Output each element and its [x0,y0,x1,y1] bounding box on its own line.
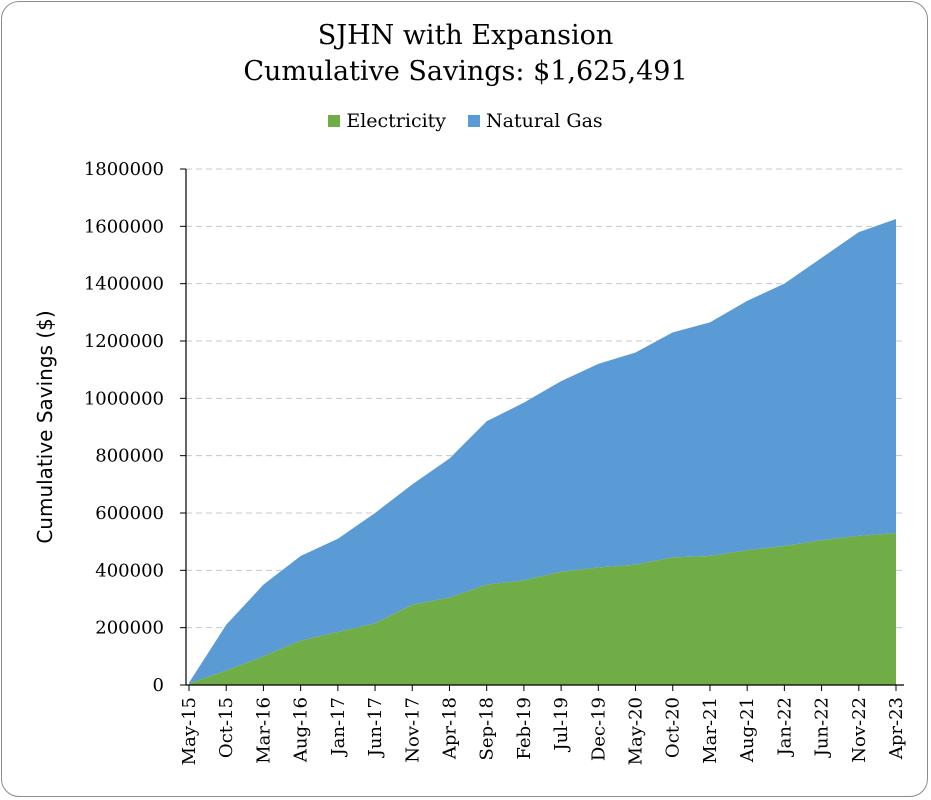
y-tick-label-0: 0 [153,675,164,696]
legend-label-electricity: Electricity [346,110,447,132]
chart-title: SJHN with Expansion [317,20,614,51]
x-tick-label-11: Dec-19 [588,697,609,761]
legend-label-natural-gas: Natural Gas [486,110,603,132]
x-tick-label-4: Jan-17 [328,697,349,758]
x-tick-label-5: Jun-17 [365,697,386,758]
legend: Electricity Natural Gas [0,110,931,132]
x-tick-label-17: Jun-22 [812,697,833,758]
x-tick-label-6: Nov-17 [402,697,423,763]
chart-subtitle: Cumulative Savings: $1,625,491 [243,56,688,87]
x-tick-label-12: May-20 [626,697,647,765]
y-tick-label-3: 600000 [95,503,164,524]
y-tick-label-9: 1800000 [84,159,164,180]
legend-swatch-natural-gas [468,115,481,127]
y-tick-label-2: 400000 [95,560,164,581]
x-tick-label-14: Mar-21 [700,697,721,764]
x-tick-label-15: Aug-21 [737,697,758,763]
area-natural-gas [189,219,896,684]
x-tick-label-19: Apr-23 [886,697,907,760]
area-electricity [189,533,896,685]
legend-item-natural-gas: Natural Gas [468,110,603,132]
x-tick-label-16: Jan-22 [774,697,795,758]
x-tick-label-7: Apr-18 [439,697,460,760]
x-tick-label-18: Nov-22 [849,697,870,763]
x-tick-label-2: Mar-16 [253,697,274,764]
y-tick-label-6: 1200000 [84,331,164,352]
x-tick-label-8: Sep-18 [477,697,498,761]
legend-swatch-electricity [328,115,341,127]
x-tick-label-10: Jul-19 [551,697,572,753]
y-axis-title: Cumulative Savings ($) [33,310,57,543]
x-tick-label-9: Feb-19 [514,697,535,760]
y-tick-label-8: 1600000 [84,216,164,237]
y-tick-label-7: 1400000 [84,274,164,295]
y-tick-label-5: 1000000 [84,388,164,409]
y-tick-label-1: 200000 [95,618,164,639]
y-tick-label-4: 800000 [95,446,164,467]
x-tick-label-3: Aug-16 [291,697,312,763]
x-tick-label-0: May-15 [179,697,200,765]
x-tick-label-13: Oct-20 [663,697,684,758]
x-tick-label-1: Oct-15 [216,697,237,758]
legend-item-electricity: Electricity [328,110,446,132]
